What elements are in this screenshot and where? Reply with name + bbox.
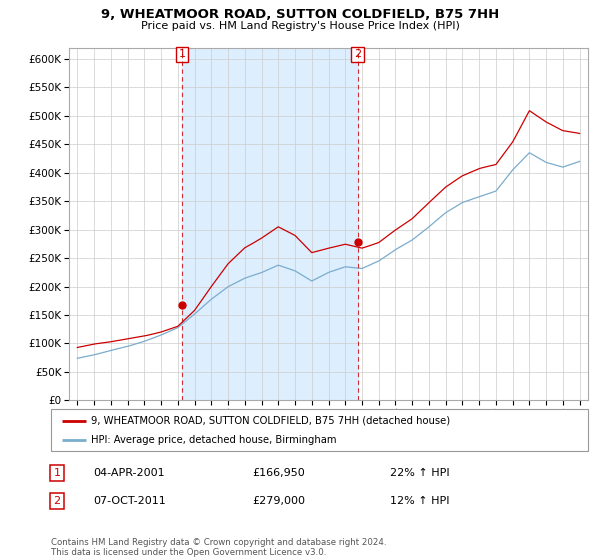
Text: 12% ↑ HPI: 12% ↑ HPI — [390, 496, 449, 506]
Text: 22% ↑ HPI: 22% ↑ HPI — [390, 468, 449, 478]
Text: 04-APR-2001: 04-APR-2001 — [93, 468, 164, 478]
Text: 9, WHEATMOOR ROAD, SUTTON COLDFIELD, B75 7HH: 9, WHEATMOOR ROAD, SUTTON COLDFIELD, B75… — [101, 8, 499, 21]
Text: 1: 1 — [53, 468, 61, 478]
Text: 2: 2 — [354, 49, 361, 59]
Text: 1: 1 — [179, 49, 185, 59]
Bar — [182, 48, 358, 400]
Text: £166,950: £166,950 — [252, 468, 305, 478]
Text: 9, WHEATMOOR ROAD, SUTTON COLDFIELD, B75 7HH (detached house): 9, WHEATMOOR ROAD, SUTTON COLDFIELD, B75… — [91, 416, 451, 426]
Text: 07-OCT-2011: 07-OCT-2011 — [93, 496, 166, 506]
Text: HPI: Average price, detached house, Birmingham: HPI: Average price, detached house, Birm… — [91, 435, 337, 445]
Text: 2: 2 — [53, 496, 61, 506]
Text: £279,000: £279,000 — [252, 496, 305, 506]
Text: Contains HM Land Registry data © Crown copyright and database right 2024.
This d: Contains HM Land Registry data © Crown c… — [51, 538, 386, 557]
Text: Price paid vs. HM Land Registry's House Price Index (HPI): Price paid vs. HM Land Registry's House … — [140, 21, 460, 31]
